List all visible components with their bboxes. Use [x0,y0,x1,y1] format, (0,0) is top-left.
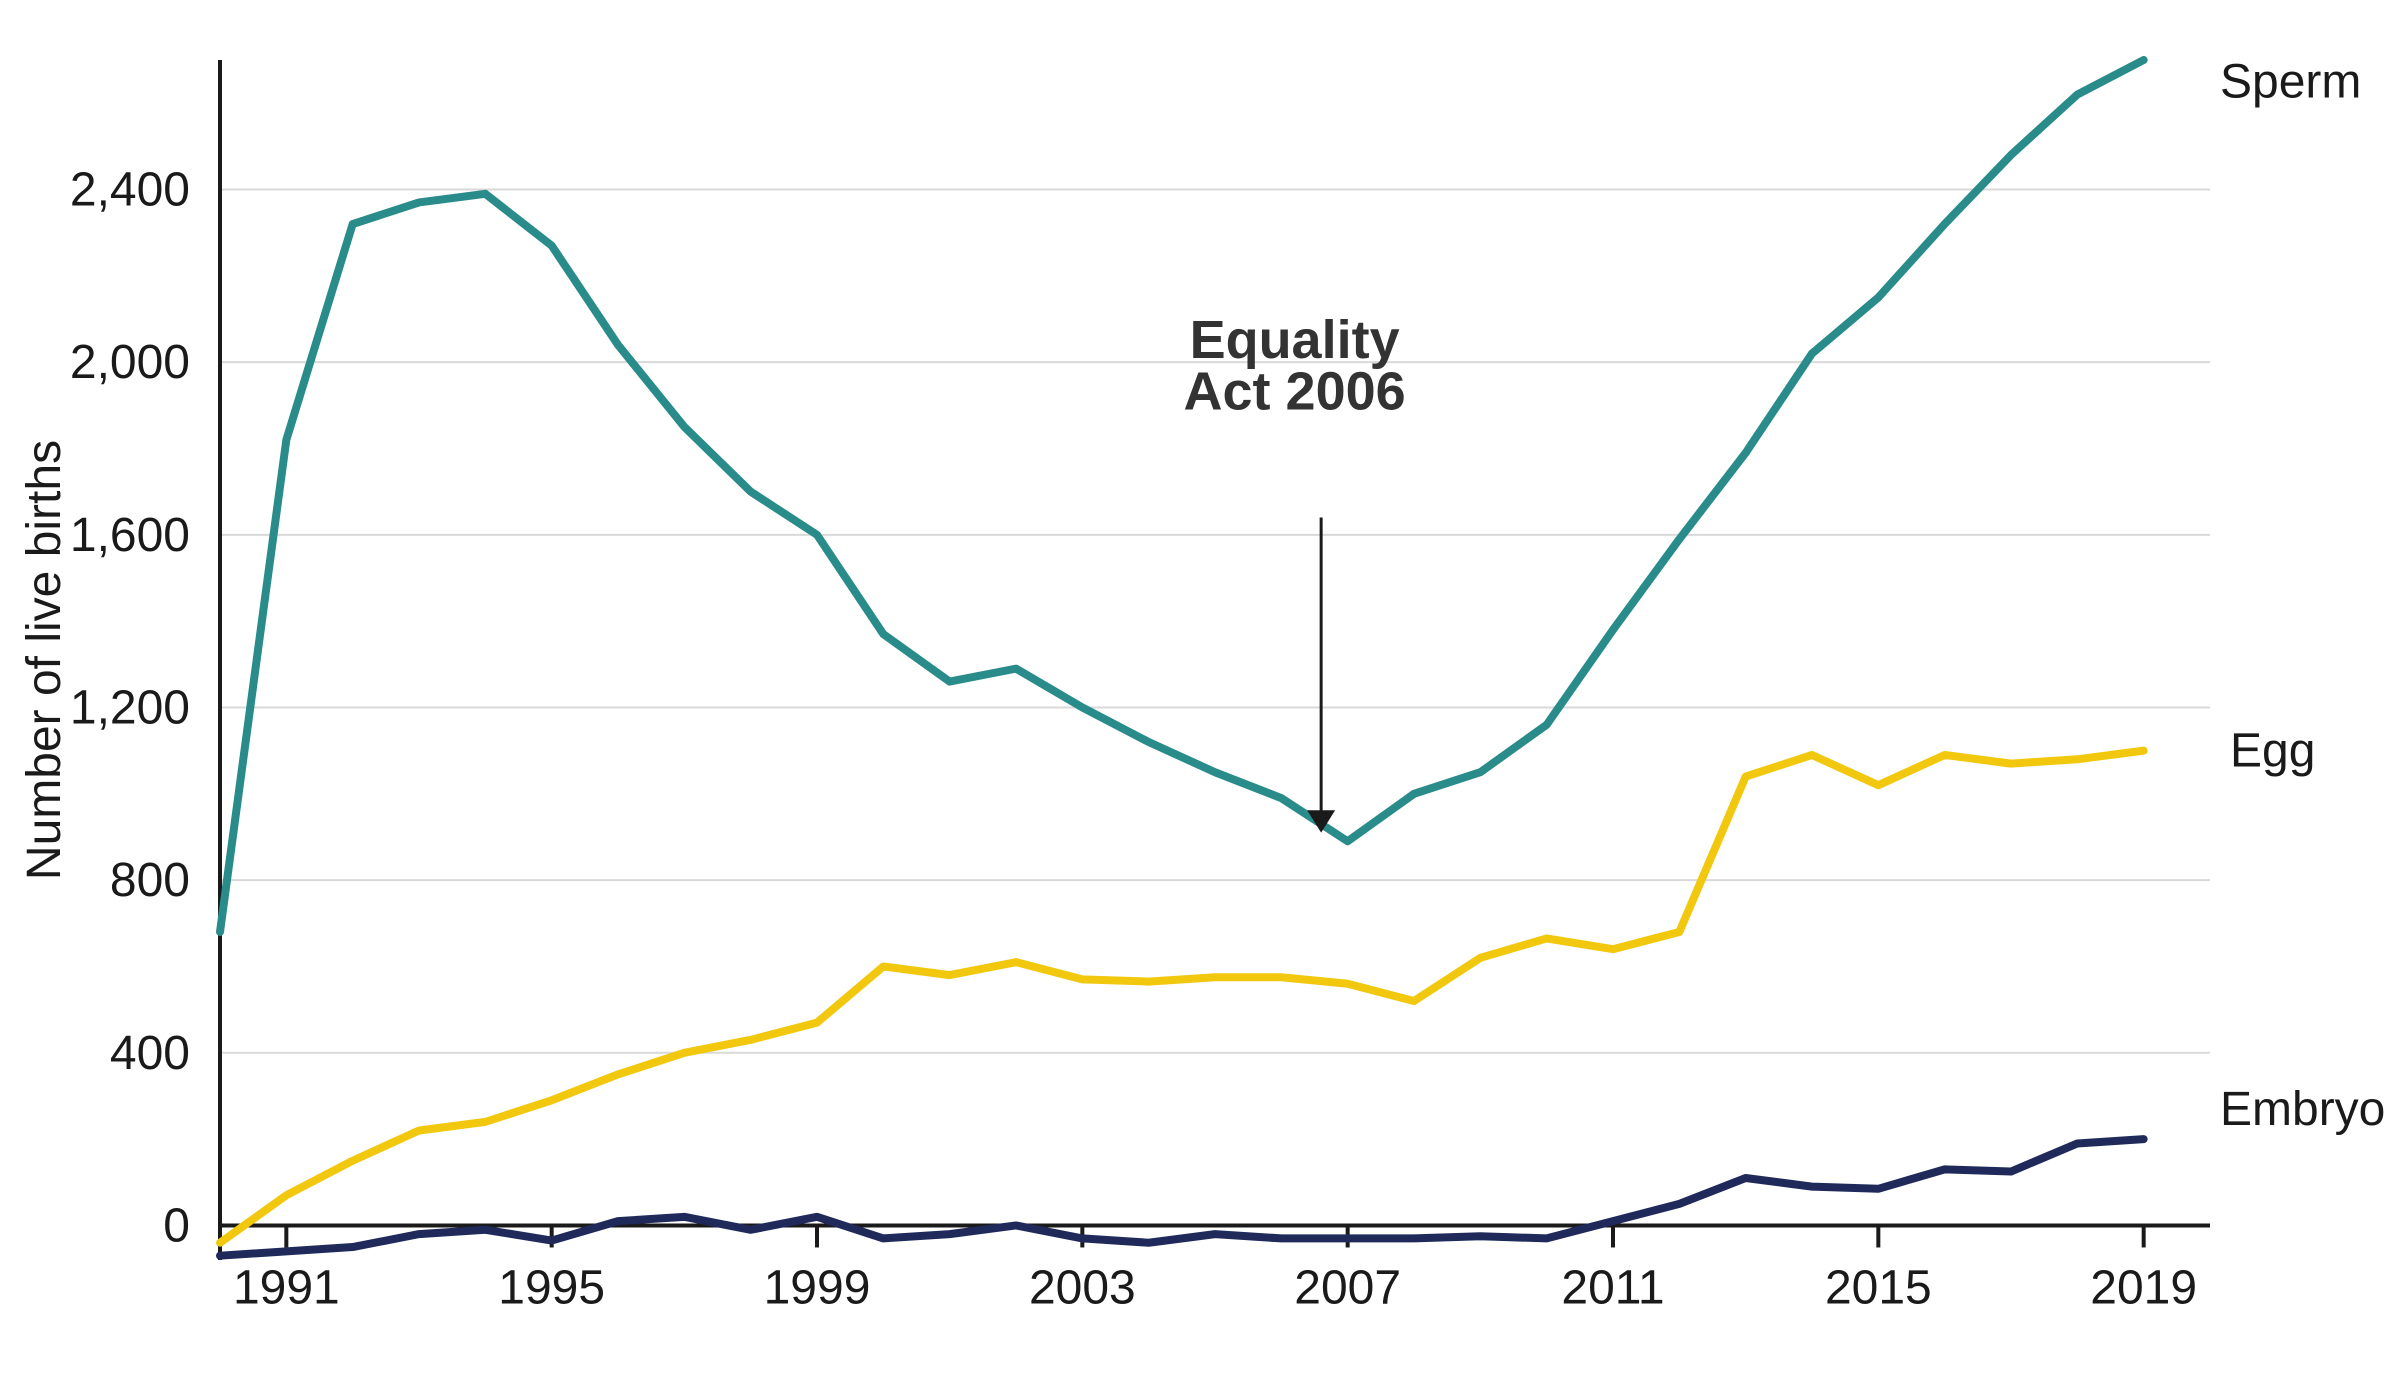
y-tick-label: 0 [163,1199,190,1252]
series-line-embryo [220,1139,2144,1256]
y-tick-label: 1,600 [70,509,190,562]
x-tick-label: 1999 [764,1261,871,1314]
y-tick-label: 400 [110,1027,190,1080]
y-tick-label: 2,000 [70,336,190,389]
x-tick-label: 1995 [498,1261,605,1314]
series-label-egg: Egg [2230,725,2315,778]
x-tick-label: 1991 [233,1261,340,1314]
series-line-egg [220,751,2144,1243]
y-tick-label: 800 [110,854,190,907]
y-tick-label: 1,200 [70,681,190,734]
series-line-sperm [220,60,2144,932]
line-chart: 0 400 800 1,200 1,600 2,000 2,400 1991 1995 1999 2… [0,0,2400,1400]
chart-container: 0 400 800 1,200 1,600 2,000 2,400 1991 1995 1999 2… [0,0,2400,1400]
annotation-text-line2: Act 2006 [1184,362,1406,422]
y-axis-label: Number of live births [18,440,71,880]
x-tick-label: 2011 [1561,1261,1664,1314]
series-label-sperm: Sperm [2220,56,2361,109]
x-tick-label: 2019 [2090,1261,2197,1314]
series-label-embryo: Embryo [2220,1083,2385,1136]
y-tick-label: 2,400 [70,163,190,216]
x-tick-label: 2003 [1029,1261,1136,1314]
x-tick-label: 2007 [1294,1261,1401,1314]
x-tick-label: 2015 [1825,1261,1932,1314]
